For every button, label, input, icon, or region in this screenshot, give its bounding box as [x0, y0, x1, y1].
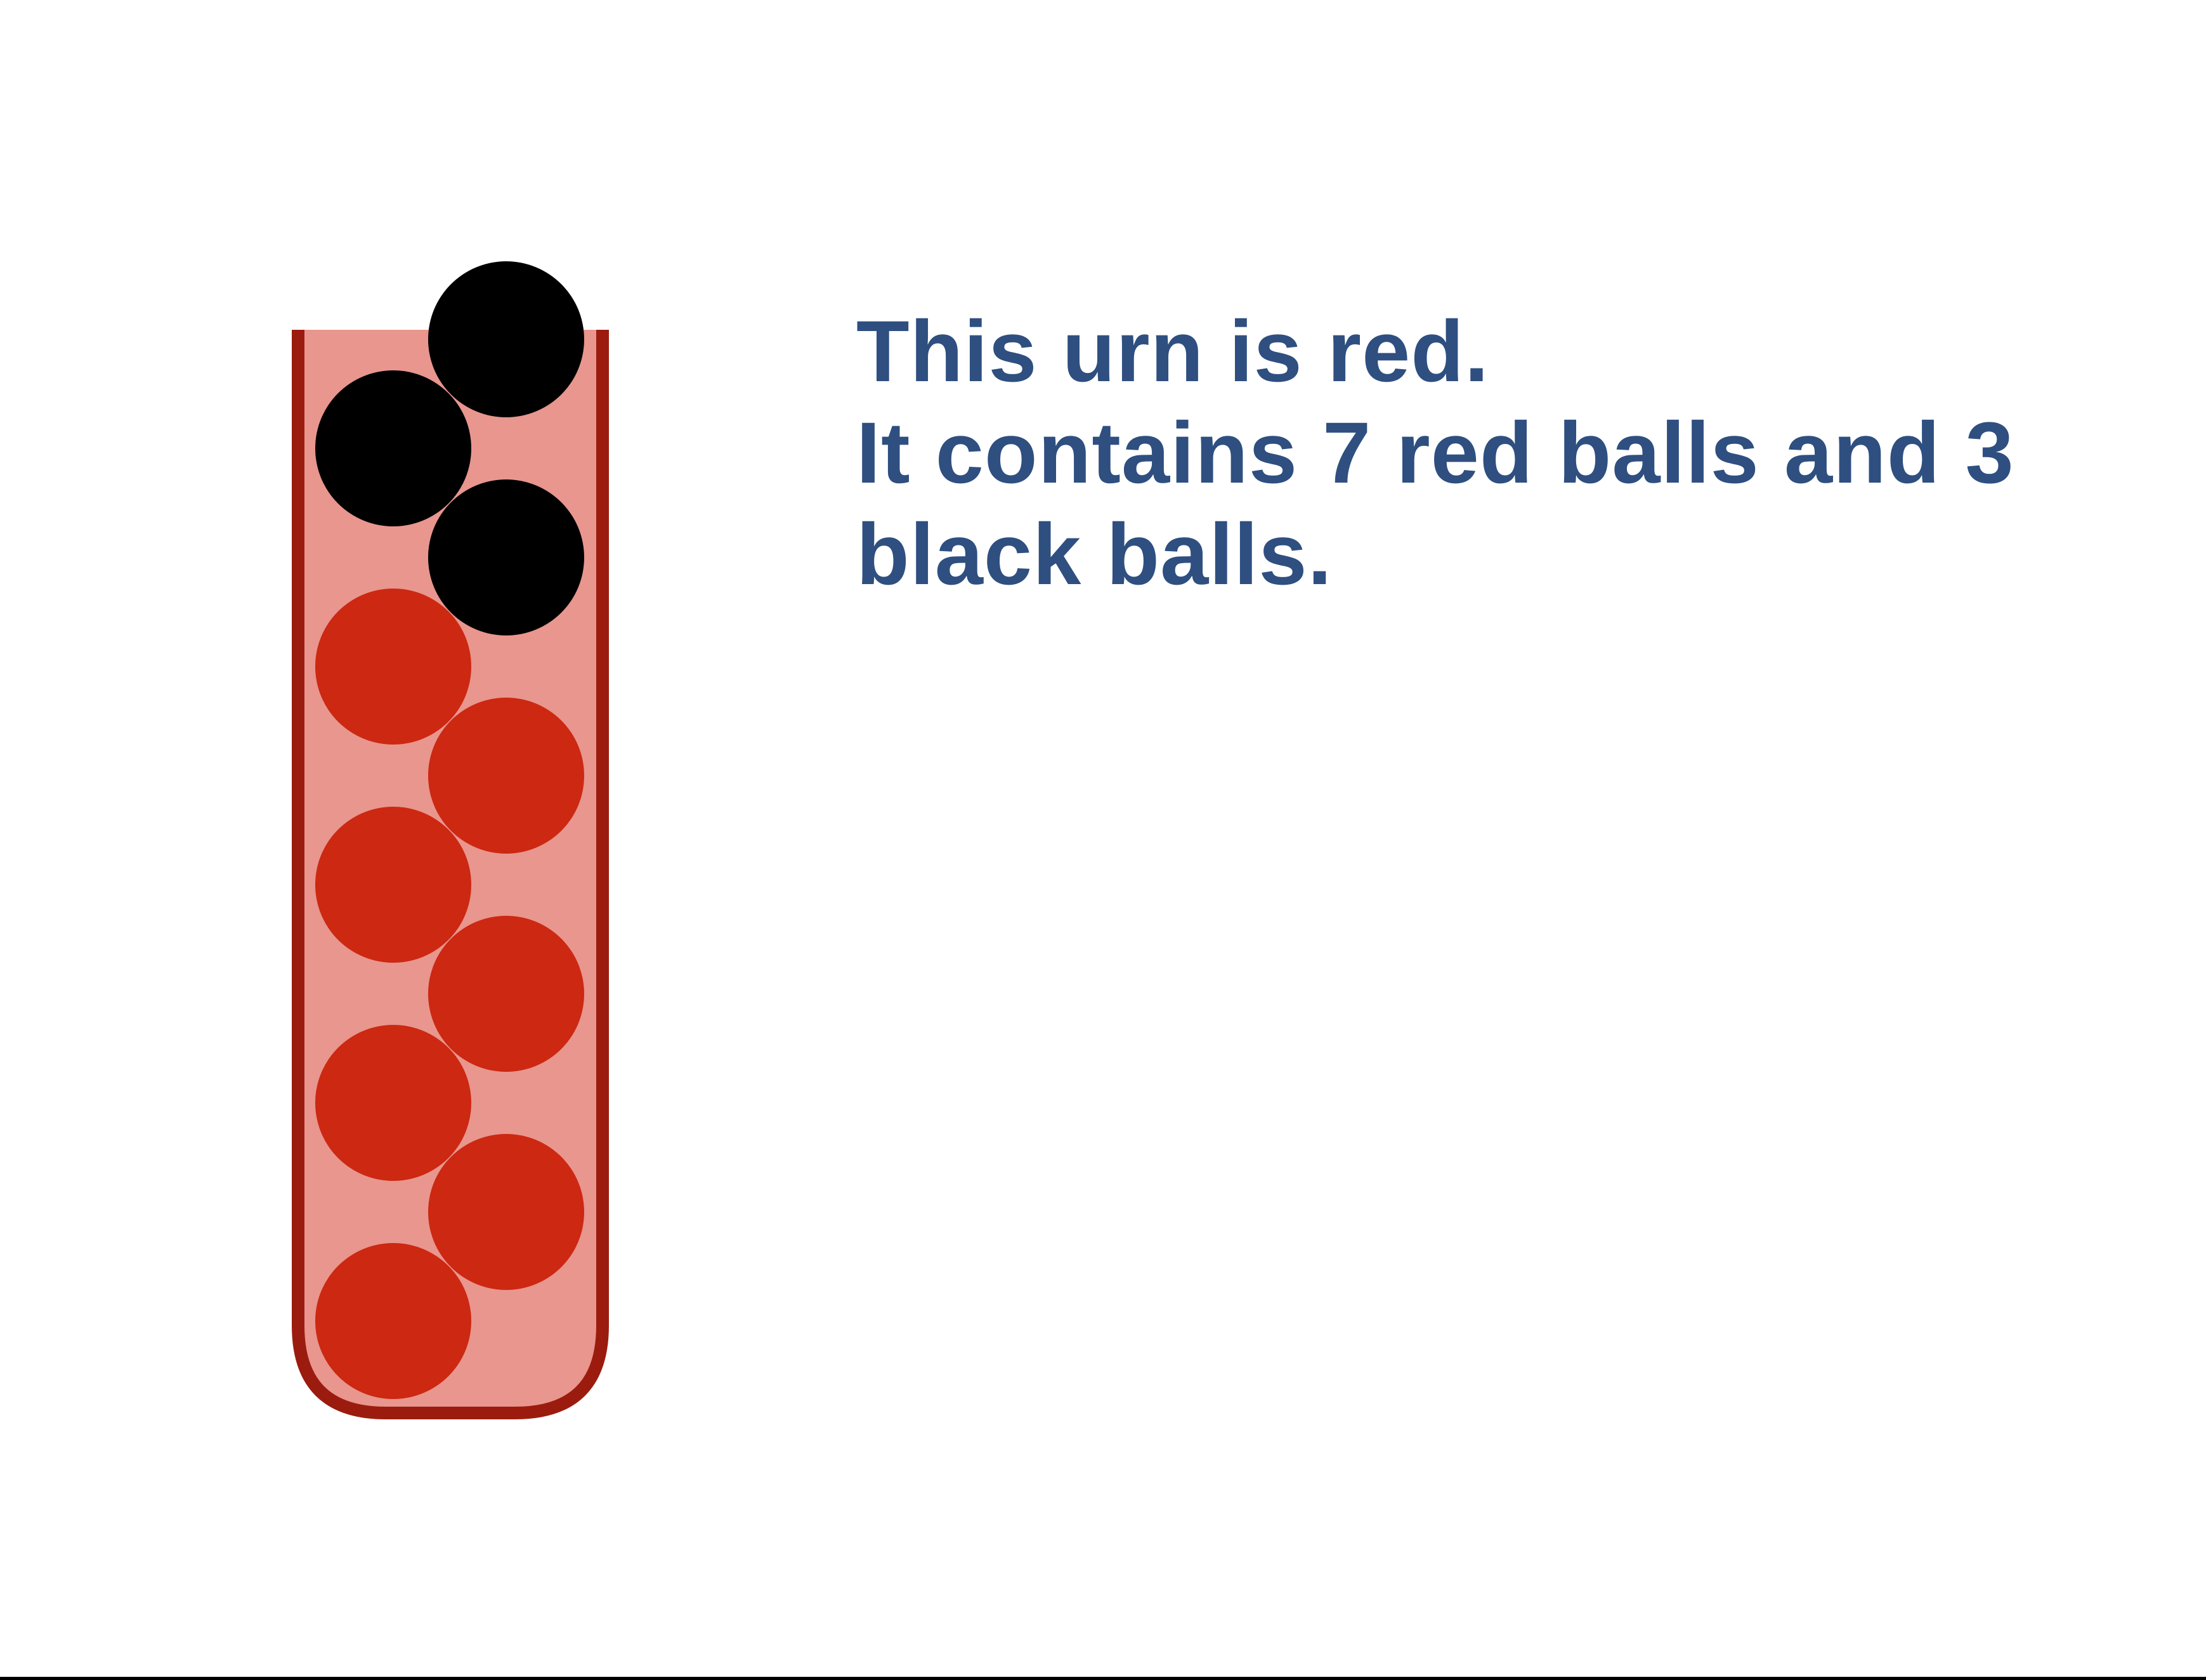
red-ball: [315, 807, 471, 963]
bottom-divider: [0, 1677, 2206, 1680]
red-ball: [428, 1134, 584, 1290]
caption-line-3: black balls.: [856, 506, 1333, 603]
urn-outline: [292, 330, 609, 1419]
black-ball: [315, 370, 471, 526]
caption-line-2: It contains 7 red balls and 3: [856, 405, 2014, 502]
red-ball: [315, 589, 471, 745]
black-ball: [428, 479, 584, 635]
balls-group: [315, 261, 584, 1399]
red-ball: [315, 1243, 471, 1399]
urn-description: This urn is red. It contains 7 red balls…: [856, 301, 2061, 606]
black-ball: [428, 261, 584, 417]
red-ball: [428, 916, 584, 1072]
caption-line-1: This urn is red.: [856, 303, 1490, 400]
red-ball: [428, 698, 584, 854]
red-ball: [315, 1025, 471, 1181]
